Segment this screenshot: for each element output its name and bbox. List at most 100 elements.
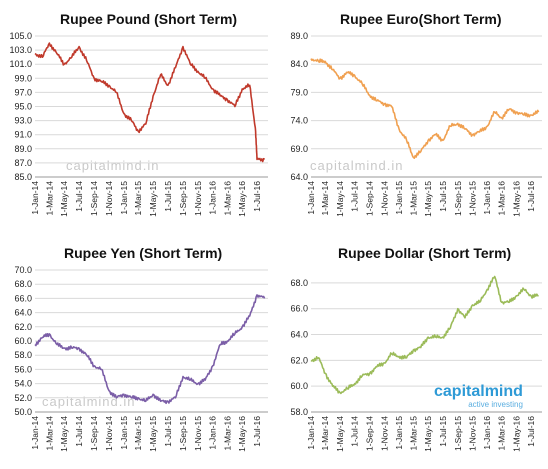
x-tick-label: 1-Jan-14 xyxy=(30,416,40,450)
x-tick-label: 1-May-16 xyxy=(237,416,247,452)
x-tick-label: 1-Jan-16 xyxy=(208,181,218,215)
x-tick-label: 1-Jan-15 xyxy=(394,416,404,450)
x-tick-label: 1-May-15 xyxy=(423,181,433,217)
x-tick-label: 1-Jan-16 xyxy=(208,416,218,450)
x-tick-label: 1-Jul-16 xyxy=(252,181,262,212)
chart-plot: 89.0 84.0 79.0 74.0 69.0 64.01-Jan-14 1-Mar-14… xyxy=(290,31,542,217)
x-tick-label: 1-Jul-16 xyxy=(252,416,262,447)
x-tick-label: 1-Jan-15 xyxy=(119,416,129,450)
chart-rupee-dollar: Rupee Dollar (Short Term) 68.0 66.0 64.0 62… xyxy=(274,234,548,469)
x-tick-label: 1-Jul-14 xyxy=(350,416,360,447)
x-tick-label: 1-Sep-14 xyxy=(89,181,99,216)
y-tick-label: 69.0 xyxy=(290,144,308,154)
chart-title: Rupee Pound (Short Term) xyxy=(60,11,238,27)
x-tick-label: 1-Mar-15 xyxy=(408,416,418,451)
chart-rupee-yen: Rupee Yen (Short Term) capitalmind.in 70… xyxy=(0,234,274,469)
x-tick-label: 1-May-16 xyxy=(511,416,521,452)
x-tick-label: 1-Nov-14 xyxy=(379,416,389,451)
x-tick-label: 1-Mar-14 xyxy=(44,181,54,216)
x-tick-label: 1-Sep-15 xyxy=(453,181,463,216)
chart-rupee-euro: Rupee Euro(Short Term) capitalmind.in 89… xyxy=(274,0,548,234)
x-tick-label: 1-Mar-16 xyxy=(497,416,507,451)
x-tick-label: 1-Sep-14 xyxy=(365,416,375,451)
x-tick-label: 1-Sep-15 xyxy=(178,416,188,451)
x-tick-label: 1-May-15 xyxy=(148,181,158,217)
y-tick-label: 62.0 xyxy=(290,355,308,365)
y-tick-label: 52.0 xyxy=(14,393,32,403)
x-tick-label: 1-Mar-15 xyxy=(408,181,418,216)
chart-rupee-pound: Rupee Pound (Short Term) capitalmind.in … xyxy=(0,0,274,234)
watermark: capitalmind.in xyxy=(310,158,404,173)
y-tick-label: 66.0 xyxy=(290,304,308,314)
x-tick-label: 1-Jan-16 xyxy=(482,416,492,450)
y-tick-label: 58.0 xyxy=(290,407,308,417)
x-tick-label: 1-Sep-15 xyxy=(453,416,463,451)
x-tick-label: 1-May-16 xyxy=(237,181,247,217)
y-tick-label: 84.0 xyxy=(290,59,308,69)
y-tick-label: 74.0 xyxy=(290,116,308,126)
y-tick-label: 95.0 xyxy=(14,102,32,112)
x-tick-label: 1-Jan-14 xyxy=(306,181,316,215)
chart-plot: 70.0 68.0 66.0 64.0 62.0 60.0 58.0 56.0 54.0 52.0… xyxy=(14,265,268,452)
y-tick-label: 56.0 xyxy=(14,364,32,374)
y-tick-label: 68.0 xyxy=(14,279,32,289)
x-tick-label: 1-Nov-14 xyxy=(379,181,389,216)
y-tick-label: 68.0 xyxy=(290,278,308,288)
x-tick-label: 1-Nov-15 xyxy=(467,181,477,216)
y-tick-label: 99.0 xyxy=(14,73,32,83)
x-tick-label: 1-Jul-15 xyxy=(438,181,448,212)
y-tick-label: 85.0 xyxy=(14,172,32,182)
x-tick-label: 1-May-14 xyxy=(335,416,345,452)
x-tick-label: 1-Jan-16 xyxy=(482,181,492,215)
chart-title: Rupee Euro(Short Term) xyxy=(340,11,502,27)
x-tick-label: 1-Mar-14 xyxy=(320,416,330,451)
x-tick-label: 1-Mar-14 xyxy=(44,416,54,451)
watermark: capitalmind.in xyxy=(66,158,160,173)
x-tick-label: 1-May-14 xyxy=(335,181,345,217)
y-tick-label: 93.0 xyxy=(14,116,32,126)
x-tick-label: 1-Nov-15 xyxy=(467,416,477,451)
chart-plot: 68.0 66.0 64.0 62.0 60.0 58.01-Jan-14 1-Mar-14… xyxy=(290,275,542,452)
y-tick-label: 54.0 xyxy=(14,379,32,389)
y-tick-label: 50.0 xyxy=(14,407,32,417)
y-tick-label: 64.0 xyxy=(290,172,308,182)
y-tick-label: 58.0 xyxy=(14,350,32,360)
y-tick-label: 103.0 xyxy=(9,45,32,55)
y-tick-label: 79.0 xyxy=(290,87,308,97)
y-tick-label: 60.0 xyxy=(290,381,308,391)
y-tick-label: 87.0 xyxy=(14,158,32,168)
y-tick-label: 64.0 xyxy=(290,330,308,340)
y-tick-label: 89.0 xyxy=(14,144,32,154)
x-tick-label: 1-Sep-15 xyxy=(178,181,188,216)
x-tick-label: 1-Jul-15 xyxy=(438,416,448,447)
x-tick-label: 1-Jul-14 xyxy=(74,416,84,447)
x-tick-label: 1-May-14 xyxy=(59,416,69,452)
x-tick-label: 1-Mar-16 xyxy=(497,181,507,216)
y-tick-label: 97.0 xyxy=(14,87,32,97)
y-tick-label: 70.0 xyxy=(14,265,32,275)
x-tick-label: 1-Mar-16 xyxy=(222,181,232,216)
brand-name: capitalmind xyxy=(434,383,523,400)
brand-tagline: active investing xyxy=(468,400,523,409)
x-tick-label: 1-Nov-15 xyxy=(193,181,203,216)
series-line xyxy=(310,58,540,159)
x-tick-label: 1-Jan-15 xyxy=(119,181,129,215)
series-line xyxy=(310,275,539,395)
x-tick-label: 1-Jul-15 xyxy=(163,416,173,447)
y-tick-label: 66.0 xyxy=(14,293,32,303)
y-tick-label: 64.0 xyxy=(14,308,32,318)
x-tick-label: 1-Jul-15 xyxy=(163,181,173,212)
series-line xyxy=(34,42,266,163)
x-tick-label: 1-Jul-14 xyxy=(350,181,360,212)
x-tick-label: 1-Mar-14 xyxy=(320,181,330,216)
x-tick-label: 1-Jul-14 xyxy=(74,181,84,212)
x-tick-label: 1-Mar-15 xyxy=(133,181,143,216)
x-tick-label: 1-Nov-14 xyxy=(104,181,114,216)
x-tick-label: 1-May-14 xyxy=(59,181,69,217)
x-tick-label: 1-Nov-15 xyxy=(193,416,203,451)
chart-title: Rupee Dollar (Short Term) xyxy=(338,245,512,261)
x-tick-label: 1-Mar-15 xyxy=(133,416,143,451)
x-tick-label: 1-May-16 xyxy=(511,181,521,217)
x-tick-label: 1-Jul-16 xyxy=(526,416,536,447)
y-tick-label: 60.0 xyxy=(14,336,32,346)
